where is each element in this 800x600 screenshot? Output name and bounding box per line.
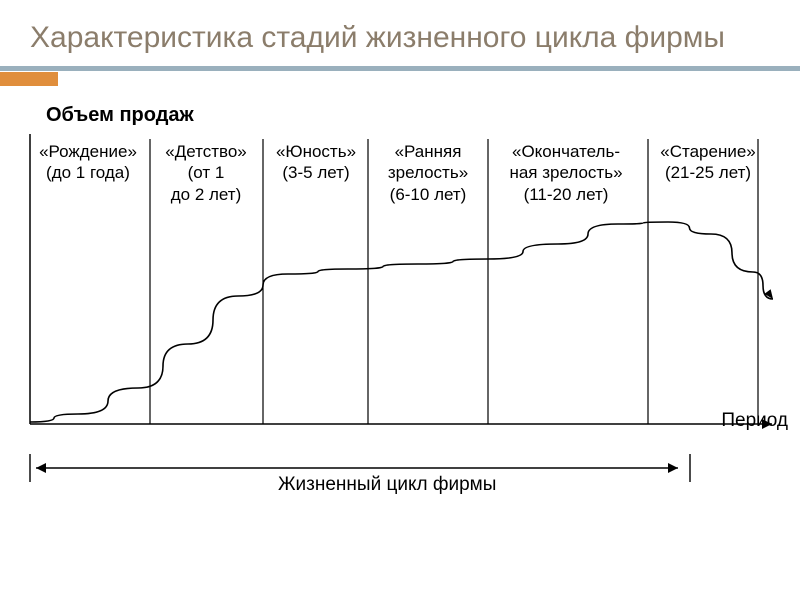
stage-label-2: «Юность» (3-5 лет) <box>256 141 376 184</box>
slide-title: Характеристика стадий жизненного цикла ф… <box>0 0 800 66</box>
orange-accent-block <box>0 72 58 86</box>
stage-label-1: «Детство» (от 1 до 2 лет) <box>146 141 266 205</box>
stage-label-5: «Старение» (21-25 лет) <box>648 141 768 184</box>
grey-accent-line <box>0 66 800 71</box>
stage-label-4: «Окончатель- ная зрелость» (11-20 лет) <box>506 141 626 205</box>
stage-label-0: «Рождение» (до 1 года) <box>28 141 148 184</box>
lifecycle-chart: Объем продаж «Рождение» (до 1 года)«Детс… <box>18 104 782 544</box>
stage-label-3: «Ранняя зрелость» (6-10 лет) <box>368 141 488 205</box>
x-axis-label: Период <box>721 410 788 432</box>
lifecycle-caption: Жизненный цикл фирмы <box>278 474 496 496</box>
title-underline <box>0 66 800 84</box>
